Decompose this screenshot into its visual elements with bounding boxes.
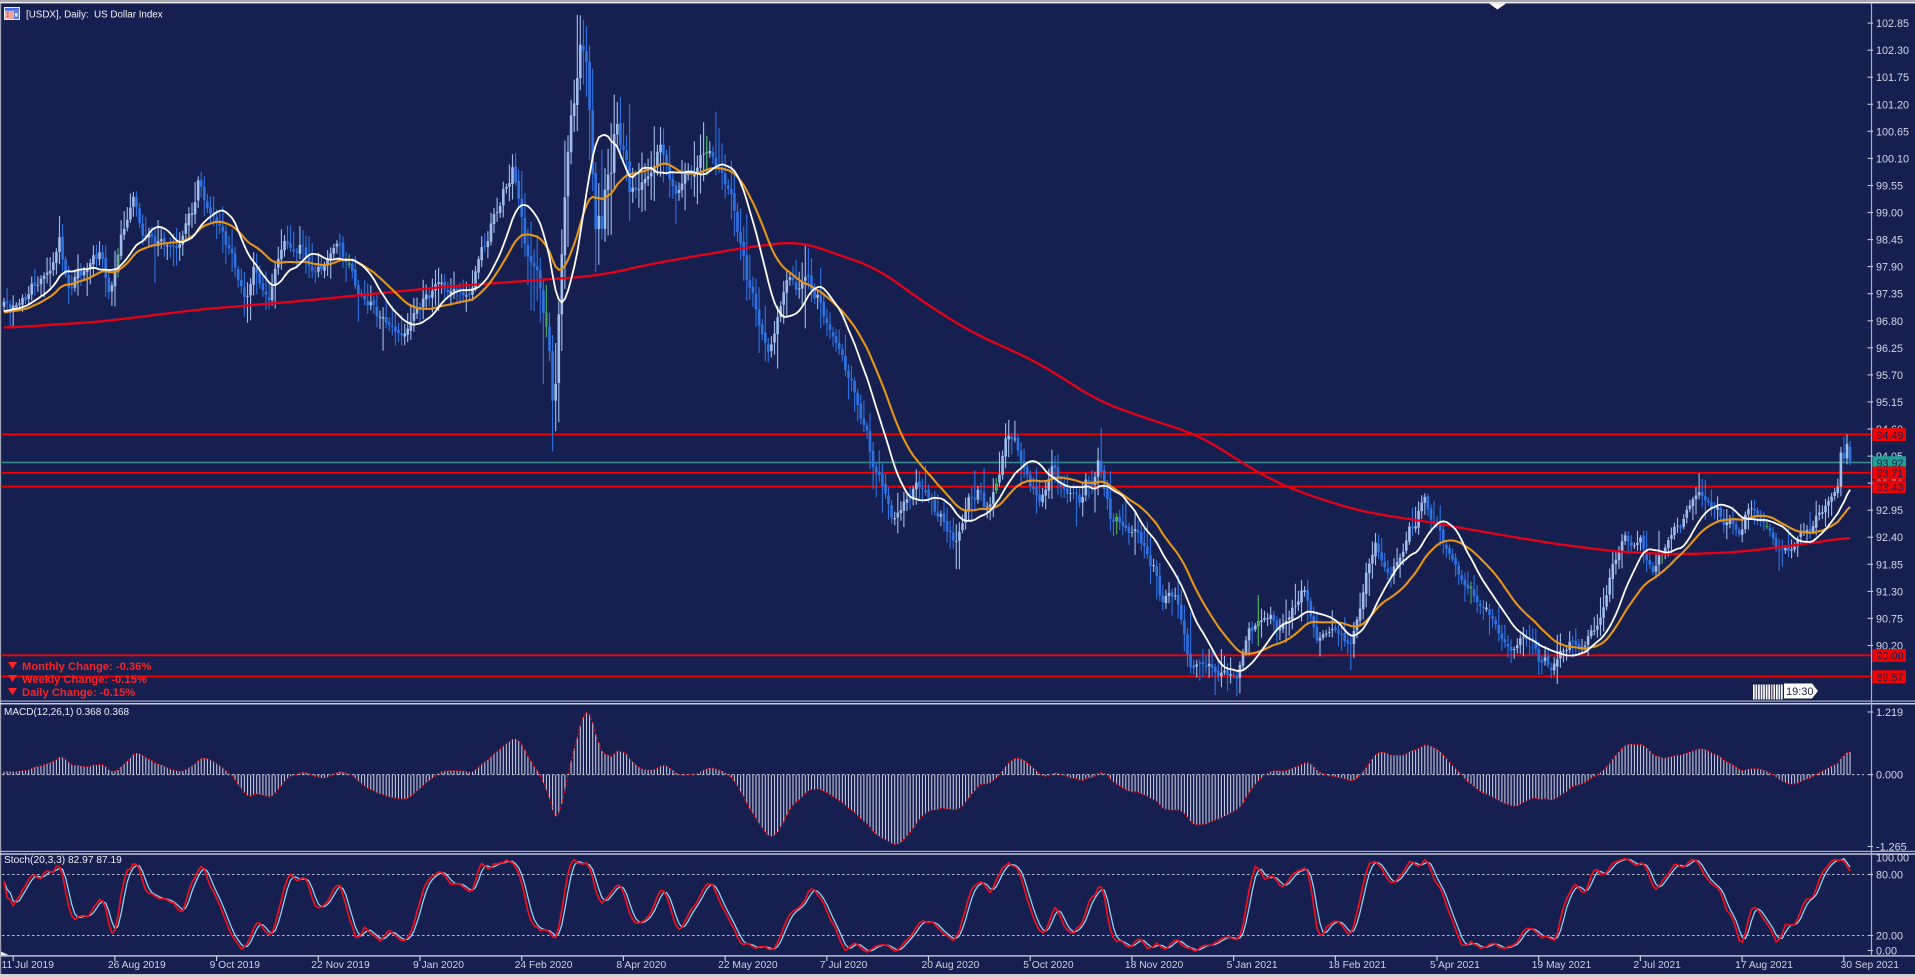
svg-text:93.43: 93.43 [1877, 482, 1904, 494]
svg-text:11 Jul 2019: 11 Jul 2019 [2, 960, 55, 971]
svg-text:95.15: 95.15 [1876, 397, 1903, 409]
svg-text:101.75: 101.75 [1876, 72, 1909, 84]
svg-text:[USDX], Daily: US Dollar Inde: [USDX], Daily: US Dollar Index [26, 10, 163, 21]
svg-text:101.20: 101.20 [1876, 99, 1909, 111]
svg-text:90.00: 90.00 [1877, 651, 1904, 663]
svg-text:97.90: 97.90 [1876, 262, 1903, 274]
svg-text:Monthly Change: -0.36%: Monthly Change: -0.36% [22, 661, 151, 673]
svg-text:18 Feb 2021: 18 Feb 2021 [1328, 960, 1386, 971]
svg-text:5 Jan 2021: 5 Jan 2021 [1227, 960, 1278, 971]
svg-text:92.40: 92.40 [1876, 532, 1903, 544]
svg-text:17 Aug 2021: 17 Aug 2021 [1735, 960, 1793, 971]
svg-text:30 Sep 2021: 30 Sep 2021 [1841, 960, 1900, 971]
svg-text:20.00: 20.00 [1876, 931, 1903, 943]
svg-text:99.55: 99.55 [1876, 181, 1903, 193]
svg-text:92.95: 92.95 [1876, 505, 1903, 517]
svg-text:97.35: 97.35 [1876, 289, 1903, 301]
svg-text:96.25: 96.25 [1876, 343, 1903, 355]
svg-text:Weekly Change: -0.15%: Weekly Change: -0.15% [22, 674, 147, 686]
svg-text:100.10: 100.10 [1876, 153, 1909, 165]
svg-text:91.30: 91.30 [1876, 586, 1903, 598]
svg-text:98.45: 98.45 [1876, 235, 1903, 247]
svg-text:102.85: 102.85 [1876, 18, 1909, 30]
svg-text:8 Apr 2020: 8 Apr 2020 [616, 960, 666, 971]
svg-text:9 Oct 2019: 9 Oct 2019 [210, 960, 261, 971]
svg-text:91.85: 91.85 [1876, 559, 1903, 571]
svg-text:96.80: 96.80 [1876, 316, 1903, 328]
svg-text:0.000: 0.000 [1876, 770, 1903, 782]
svg-text:20 Aug 2020: 20 Aug 2020 [922, 960, 980, 971]
svg-text:19 May 2021: 19 May 2021 [1532, 960, 1592, 971]
svg-text:89.57: 89.57 [1877, 672, 1904, 684]
svg-text:22 May 2020: 22 May 2020 [718, 960, 778, 971]
svg-text:5 Oct 2020: 5 Oct 2020 [1023, 960, 1074, 971]
svg-text:22 Nov 2019: 22 Nov 2019 [311, 960, 370, 971]
svg-text:93.71: 93.71 [1877, 468, 1904, 480]
svg-text:94.49: 94.49 [1877, 430, 1904, 442]
svg-text:18 Nov 2020: 18 Nov 2020 [1125, 960, 1184, 971]
svg-text:90.75: 90.75 [1876, 613, 1903, 625]
svg-text:Stoch(20,3,3) 82.97 87.19: Stoch(20,3,3) 82.97 87.19 [4, 855, 122, 866]
svg-text:19:30: 19:30 [1786, 686, 1814, 698]
svg-text:80.00: 80.00 [1876, 870, 1903, 882]
svg-text:0.00: 0.00 [1876, 946, 1897, 958]
svg-text:24 Feb 2020: 24 Feb 2020 [515, 960, 573, 971]
svg-text:7 Jul 2020: 7 Jul 2020 [820, 960, 868, 971]
svg-text:9 Jan 2020: 9 Jan 2020 [413, 960, 464, 971]
svg-text:100.00: 100.00 [1876, 853, 1909, 865]
svg-text:102.30: 102.30 [1876, 45, 1909, 57]
svg-text:5 Apr 2021: 5 Apr 2021 [1430, 960, 1480, 971]
svg-text:-1.265: -1.265 [1876, 842, 1907, 854]
svg-text:95.70: 95.70 [1876, 370, 1903, 382]
svg-text:100.65: 100.65 [1876, 126, 1909, 138]
svg-text:Daily Change: -0.15%: Daily Change: -0.15% [22, 687, 135, 699]
svg-text:2 Jul 2021: 2 Jul 2021 [1633, 960, 1681, 971]
svg-text:26 Aug 2019: 26 Aug 2019 [108, 960, 166, 971]
svg-text:99.00: 99.00 [1876, 208, 1903, 220]
svg-text:1.219: 1.219 [1876, 707, 1903, 719]
svg-text:MACD(12,26,1) 0.368 0.368: MACD(12,26,1) 0.368 0.368 [4, 707, 130, 718]
